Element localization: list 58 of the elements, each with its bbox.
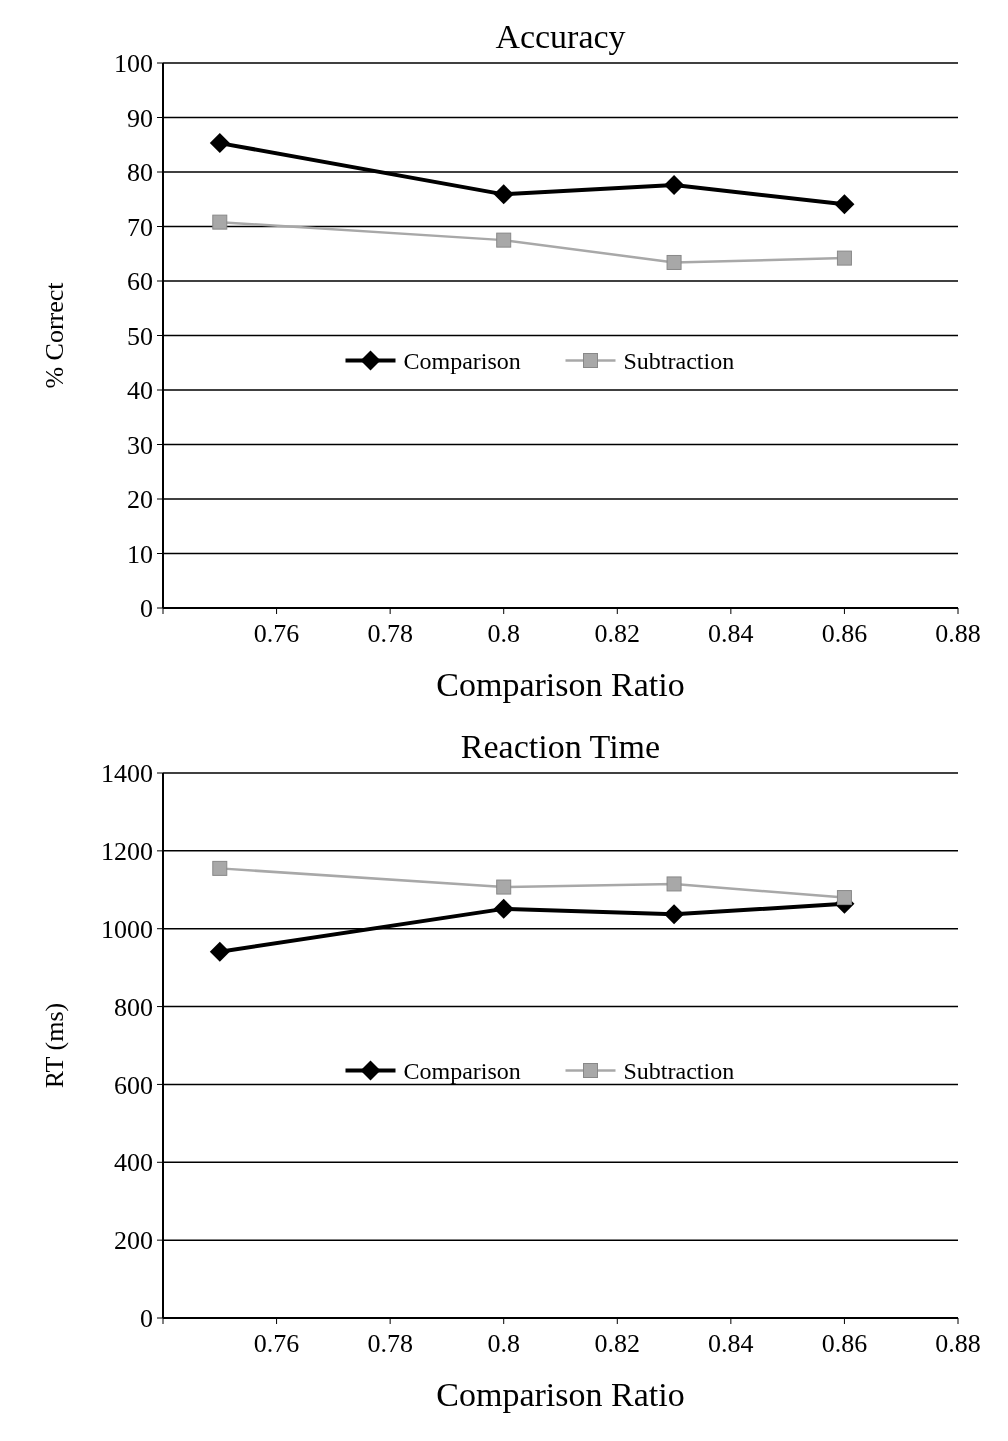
x-tick-label: 0.86: [821, 619, 868, 648]
y-tick-label: 60: [127, 267, 153, 297]
y-tick-label: 70: [127, 212, 153, 242]
x-axis-title: Comparison Ratio: [436, 666, 685, 703]
x-axis-title: Comparison Ratio: [436, 1376, 685, 1413]
point: [666, 876, 682, 892]
x-tick-label: 0.78: [367, 1329, 413, 1358]
point: [209, 941, 230, 962]
x-tick-label: 0.82: [594, 1329, 641, 1358]
x-tick-label: 0.8: [487, 1329, 520, 1358]
y-tick-label: 20: [127, 485, 153, 515]
y-tick-label: 10: [127, 539, 153, 569]
y-tick-label: 90: [127, 103, 153, 133]
point: [209, 133, 230, 154]
point: [834, 194, 855, 215]
x-tick-label: 0.88: [935, 619, 981, 648]
y-tick-label: 100: [114, 49, 153, 79]
y-tick-label: 400: [114, 1148, 153, 1178]
x-tick-label: 0.76: [253, 619, 300, 648]
y-tick-label: 1400: [101, 759, 153, 789]
y-axis-title: % Correct: [40, 281, 69, 389]
point: [496, 232, 512, 248]
y-tick-label: 50: [127, 321, 153, 351]
y-tick-label: 30: [127, 430, 153, 460]
x-tick-label: 0.84: [708, 1329, 754, 1358]
point: [496, 879, 512, 895]
y-tick-label: 600: [114, 1070, 153, 1100]
chart-title: Reaction Time: [460, 728, 661, 765]
x-tick-label: 0.76: [253, 1329, 300, 1358]
y-tick-label: 200: [114, 1226, 153, 1256]
x-tick-label: 0.78: [367, 619, 413, 648]
legend-label: Comparison: [403, 347, 521, 374]
y-tick-label: 0: [140, 1304, 153, 1334]
x-tick-label: 0.82: [594, 619, 641, 648]
legend-label: Subtraction: [623, 347, 735, 374]
x-tick-label: 0.84: [708, 619, 754, 648]
y-axis-title: RT (ms): [40, 1002, 69, 1089]
legend-label: Comparison: [403, 1057, 521, 1084]
point: [836, 890, 852, 906]
point: [493, 184, 514, 205]
x-tick-label: 0.86: [821, 1329, 868, 1358]
point: [664, 904, 685, 925]
point: [493, 898, 514, 919]
y-tick-label: 40: [127, 376, 153, 406]
point: [212, 214, 228, 230]
point: [212, 860, 228, 876]
point: [666, 254, 682, 270]
chart-title: Accuracy: [495, 18, 626, 55]
point: [836, 250, 852, 266]
y-tick-label: 1200: [101, 836, 153, 866]
point: [664, 175, 685, 196]
x-tick-label: 0.88: [935, 1329, 981, 1358]
x-tick-label: 0.8: [487, 619, 520, 648]
y-tick-label: 800: [114, 992, 153, 1022]
y-tick-label: 0: [140, 594, 153, 624]
legend-label: Subtraction: [623, 1057, 735, 1084]
y-tick-label: 1000: [101, 914, 153, 944]
y-tick-label: 80: [127, 158, 153, 188]
